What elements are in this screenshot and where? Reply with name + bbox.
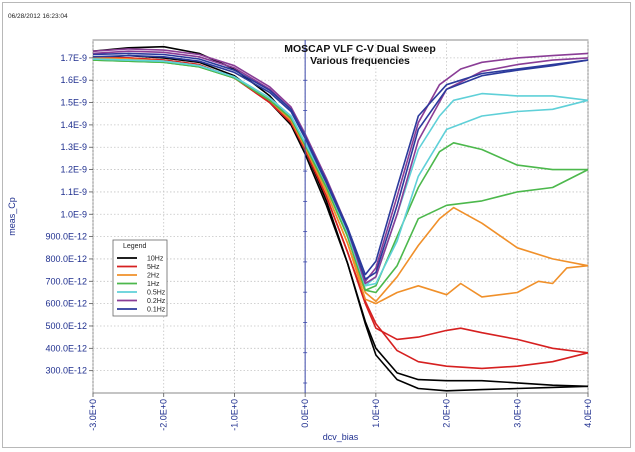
- y-tick-label: 1.6E-9: [60, 75, 87, 85]
- x-tick-label: 1.0E+0: [371, 399, 381, 428]
- y-tick-label: 700.0E-12: [45, 276, 87, 286]
- x-axis-label: dcv_bias: [323, 432, 359, 442]
- series-lines: [92, 45, 589, 392]
- y-tick-label: 400.0E-12: [45, 343, 87, 353]
- chart-subtitle: Various frequencies: [310, 55, 410, 67]
- x-tick-label: 3.0E+0: [512, 399, 522, 428]
- legend-box: [112, 239, 168, 317]
- y-tick-label: 1.4E-9: [60, 120, 87, 130]
- y-tick-label: 1.1E-9: [60, 187, 87, 197]
- x-tick-label: -3.0E+0: [88, 399, 98, 431]
- series-line-5Hz: [93, 57, 589, 370]
- y-tick-label: 900.0E-12: [45, 232, 87, 242]
- y-tick-label: 1.7E-9: [60, 53, 87, 63]
- x-tick-label: 4.0E+0: [583, 399, 593, 428]
- timestamp: 06/28/2012 16:23:04: [8, 13, 68, 20]
- y-tick-label: 1.5E-9: [60, 98, 87, 108]
- x-tick-labels: -3.0E+0 -2.0E+0 -1.0E+0 0.0E+0 1.0E+0 2.0E+0 3…: [88, 399, 593, 431]
- y-tick-label: 300.0E-12: [45, 366, 87, 376]
- chart-frame: [2, 2, 631, 448]
- y-tick-label: 1.3E-9: [60, 142, 87, 152]
- y-tick-label: 600.0E-12: [45, 299, 87, 309]
- series-line-1Hz: [92, 59, 589, 294]
- chart-title: MOSCAP VLF C-V Dual Sweep: [284, 43, 436, 55]
- legend-label-0.1Hz: 0.1Hz: [147, 307, 166, 314]
- grid: [89, 39, 589, 397]
- legend-label-1Hz: 1Hz: [147, 281, 160, 288]
- y-tick-labels: 300.0E-12 400.0E-12 500.0E-12 600.0E-12 700.…: [45, 53, 87, 376]
- legend-label-0.5Hz: 0.5Hz: [147, 290, 166, 297]
- x-tick-label: 2.0E+0: [442, 399, 452, 428]
- y-axis-label: meas_Cp: [7, 197, 17, 236]
- y-tick-label: 800.0E-12: [45, 254, 87, 264]
- x-tick-label: -1.0E+0: [229, 399, 239, 431]
- series-line-10Hz: [92, 54, 589, 388]
- legend-label-2Hz: 2Hz: [147, 273, 160, 280]
- x-tick-label: 0.0E+0: [300, 399, 310, 428]
- x-tick-label: -2.0E+0: [159, 399, 169, 431]
- legend-label-5Hz: 5Hz: [147, 264, 160, 271]
- y-tick-label: 1.0E-9: [60, 209, 87, 219]
- y-tick-label: 1.2E-9: [60, 165, 87, 175]
- series-line-0.1Hz: [92, 52, 589, 276]
- series-line-0.1Hz: [92, 54, 589, 280]
- legend-label-10Hz: 10Hz: [147, 256, 164, 263]
- legend-title: Legend: [123, 243, 146, 250]
- legend-label-0.2Hz: 0.2Hz: [147, 298, 166, 305]
- y-tick-label: 500.0E-12: [45, 321, 87, 331]
